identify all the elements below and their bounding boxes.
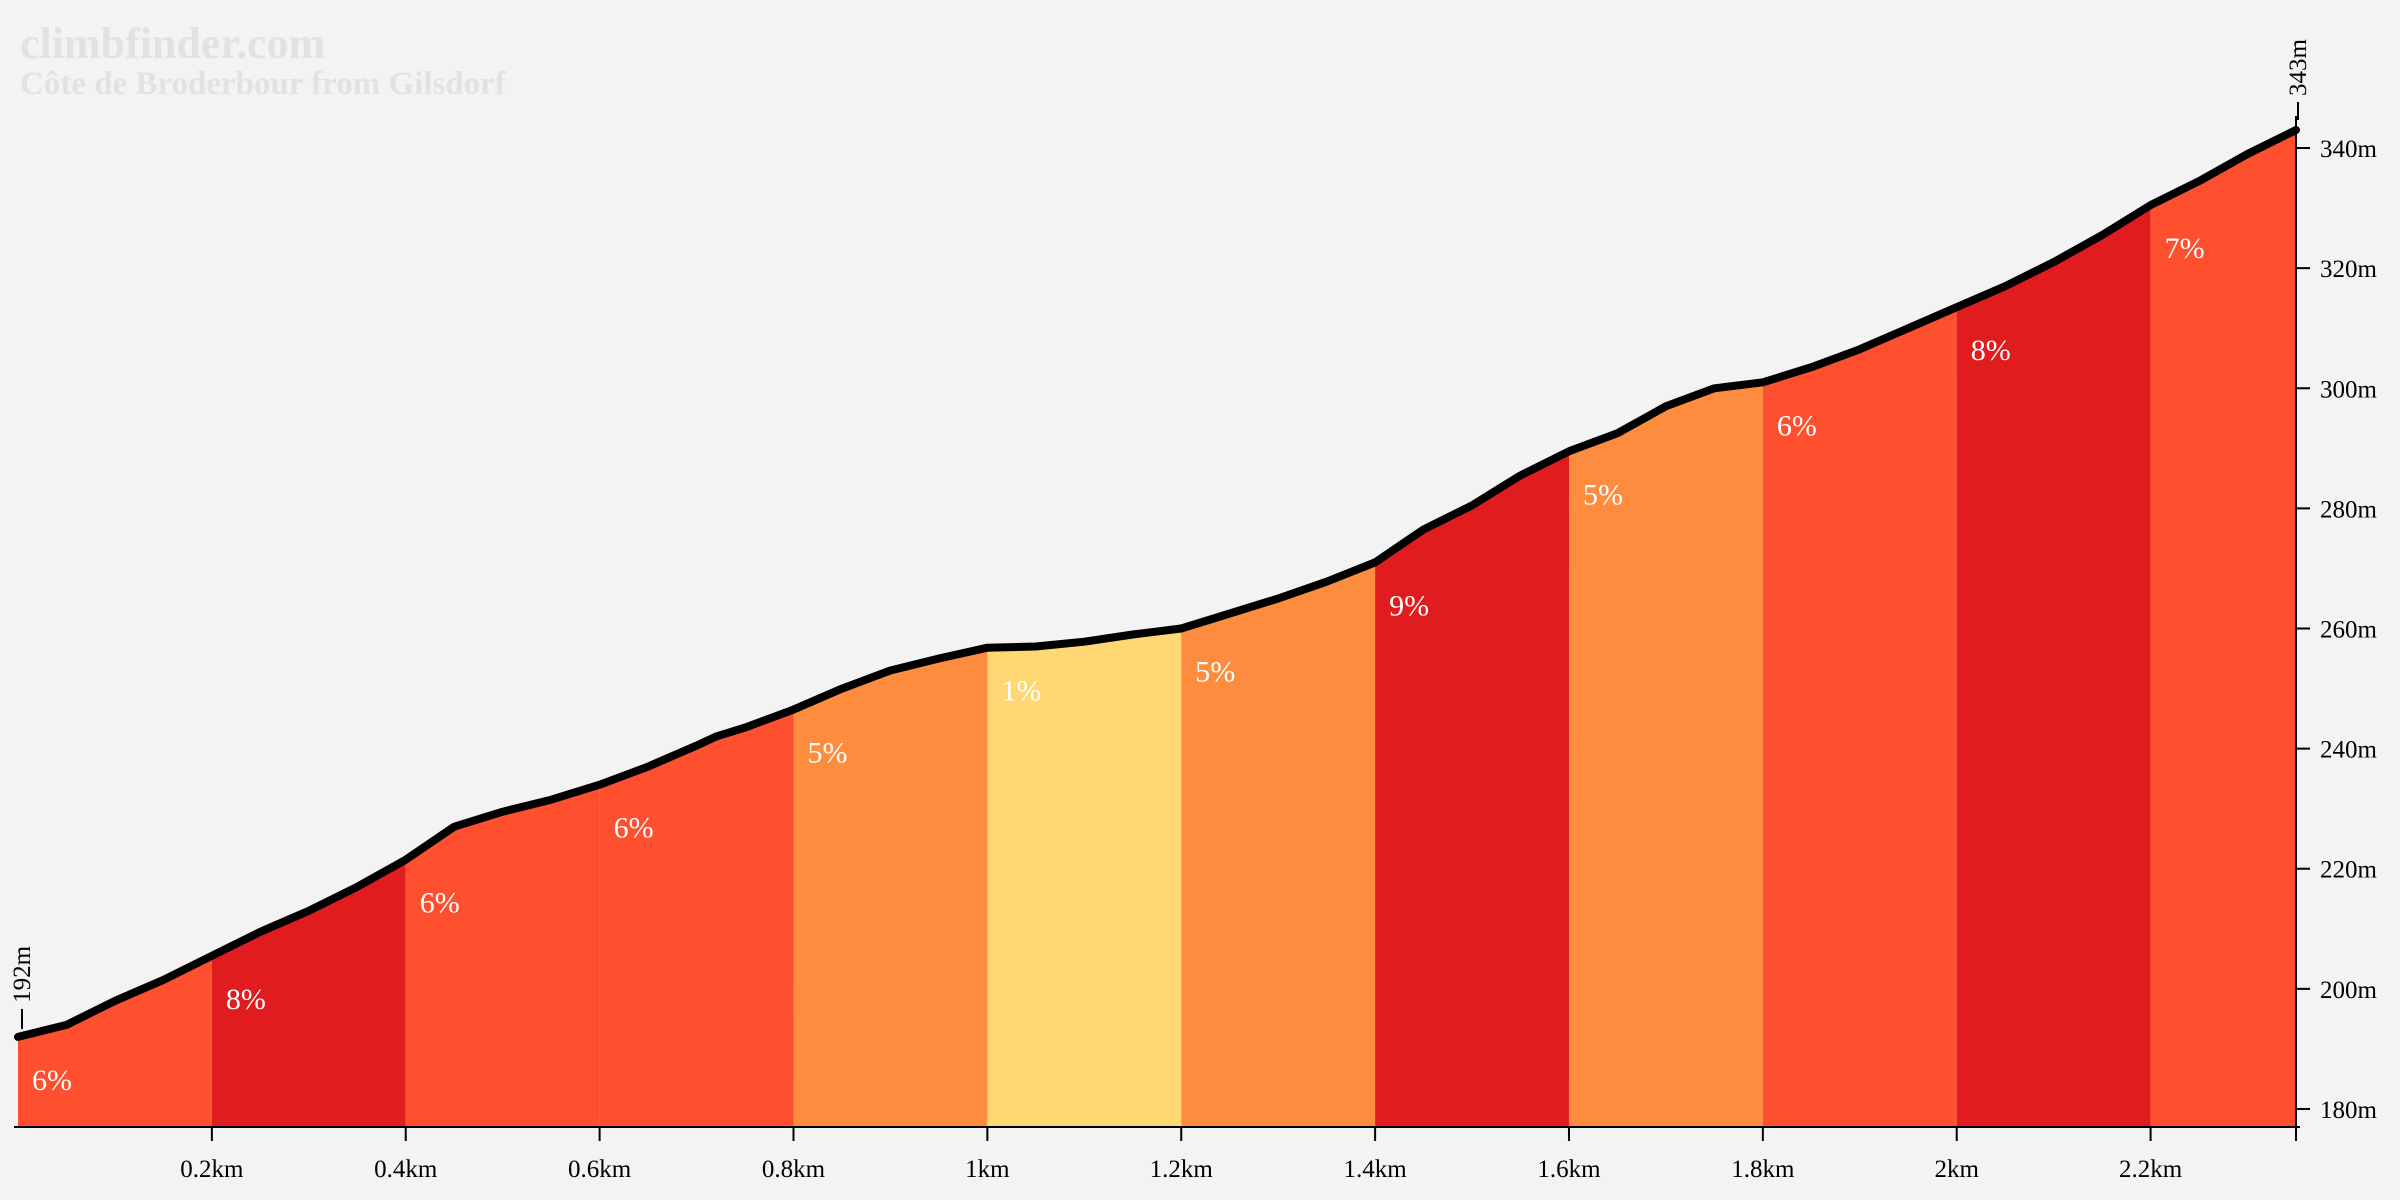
x-tick-label-5: 1km <box>965 1156 1010 1183</box>
grade-label-1: 6% <box>32 1064 72 1097</box>
y-tick-label-7: 300m <box>2320 376 2378 403</box>
grade-label-10: 6% <box>1777 409 1817 442</box>
grade-segment-5 <box>793 647 988 1127</box>
y-tick-label-8: 320m <box>2320 256 2378 283</box>
grade-label-5: 5% <box>807 737 847 770</box>
grade-labels: 6% 8% 6% 6% 5% 1% 5% 9% 5% 6% 8% 7% <box>32 232 2205 1097</box>
grade-label-2: 8% <box>226 983 266 1016</box>
y-tick-label-6: 280m <box>2320 496 2378 523</box>
grade-label-11: 8% <box>1971 334 2011 367</box>
profile-line-group <box>14 126 2300 1041</box>
elevation-profile-line <box>14 126 2300 1041</box>
x-tick-label-6: 1.2km <box>1150 1156 1214 1183</box>
grade-segment-10 <box>1762 307 1957 1127</box>
grade-label-6: 1% <box>1001 675 1041 708</box>
x-tick-label-1: 0.2km <box>180 1156 244 1183</box>
climb-title: Côte de Broderbour from Gilsdorf <box>20 66 506 102</box>
grade-label-4: 6% <box>614 812 654 845</box>
x-tick-label-9: 1.8km <box>1731 1156 1795 1183</box>
y-tick-label-1: 180m <box>2320 1097 2378 1124</box>
x-tick-label-8: 1.6km <box>1537 1156 1601 1183</box>
y-tick-label-4: 240m <box>2320 737 2378 764</box>
grade-label-9: 5% <box>1583 478 1623 511</box>
grade-label-12: 7% <box>2165 232 2205 265</box>
grade-label-3: 6% <box>420 887 460 920</box>
grade-label-8: 9% <box>1389 589 1429 622</box>
start-elevation-label: 192m <box>9 945 36 1003</box>
x-tick-label-3: 0.6km <box>568 1156 632 1183</box>
grade-segment-1 <box>18 955 212 1127</box>
x-tick-label-10: 2km <box>1934 1156 1979 1183</box>
site-watermark: climbfinder.com <box>20 19 326 68</box>
x-tick-label-11: 2.2km <box>2119 1156 2183 1183</box>
grade-segment-9 <box>1568 382 1763 1127</box>
grade-segment-8 <box>1375 451 1569 1127</box>
grade-segment-6 <box>987 628 1182 1127</box>
x-tick-label-2: 0.4km <box>374 1156 438 1183</box>
grade-segment-11 <box>1956 205 2151 1128</box>
y-tick-label-3: 220m <box>2320 857 2378 884</box>
y-tick-label-5: 260m <box>2320 617 2378 644</box>
y-tick-label-2: 200m <box>2320 977 2378 1004</box>
grade-segment-7 <box>1181 562 1376 1127</box>
grade-segment-3 <box>405 784 600 1127</box>
grade-segment-2 <box>211 859 406 1127</box>
grade-segment-4 <box>599 709 794 1127</box>
axes: 0.2km 0.4km 0.6km 0.8km 1km 1.2km 1.4km 1.6km 1.… <box>9 39 2378 1183</box>
grade-label-7: 5% <box>1195 656 1235 689</box>
grade-segments <box>18 130 2296 1128</box>
x-tick-label-7: 1.4km <box>1344 1156 1408 1183</box>
y-tick-label-9: 340m <box>2320 136 2378 163</box>
grade-segment-12 <box>2150 130 2296 1127</box>
end-elevation-label: 343m <box>2285 39 2312 97</box>
x-tick-label-4: 0.8km <box>762 1156 826 1183</box>
